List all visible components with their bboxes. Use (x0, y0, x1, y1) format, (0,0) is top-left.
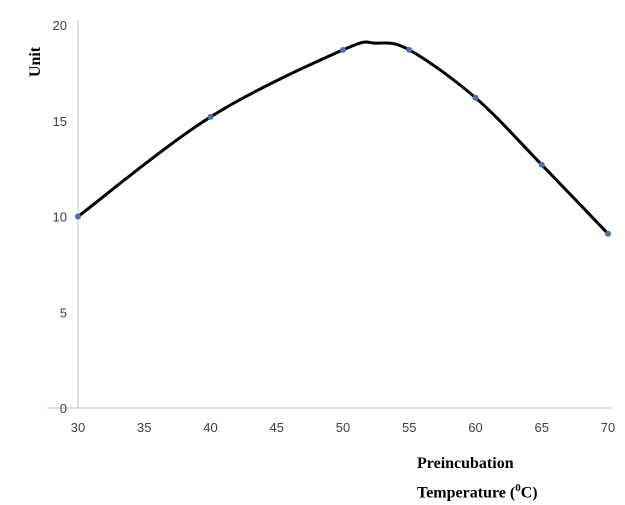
x-axis-label-line2: Temperature (0C) (417, 476, 538, 505)
data-point (406, 46, 413, 53)
y-tick-label: 5 (60, 305, 67, 320)
y-tick-label: 0 (60, 401, 67, 416)
series-line (76, 40, 610, 236)
x-tick-label: 60 (468, 420, 482, 435)
data-points (75, 46, 611, 237)
data-point (538, 161, 545, 168)
x-tick-label: 30 (71, 420, 85, 435)
x-tick-label: 55 (402, 420, 416, 435)
y-tick-labels: 0 5 10 15 20 (53, 18, 67, 416)
x-axis-label-line1: Preincubation (417, 455, 514, 472)
x-tick-labels: 30 35 40 45 50 55 60 65 70 (71, 420, 615, 435)
x-axis-label-superscript: 0 (515, 482, 521, 494)
data-point (75, 213, 81, 220)
x-tick-label: 35 (137, 420, 151, 435)
x-axis-label-prefix: Temperature ( (417, 484, 516, 502)
x-tick-label: 65 (535, 420, 549, 435)
y-tick-label: 10 (53, 210, 67, 225)
x-tick-label: 50 (336, 420, 350, 435)
x-tick-label: 70 (601, 420, 615, 435)
y-tick-label: 20 (53, 18, 67, 33)
x-axis-label: Preincubation Temperature (0C) (417, 452, 538, 505)
x-tick-label: 40 (203, 420, 217, 435)
y-tick-label: 15 (53, 114, 67, 129)
data-point (207, 113, 214, 120)
y-axis-label: Unit (27, 46, 44, 77)
x-tick-label: 45 (270, 420, 284, 435)
data-point (472, 94, 479, 101)
data-point (340, 46, 346, 53)
x-axis-label-suffix: C) (520, 484, 538, 502)
data-point (605, 230, 611, 237)
